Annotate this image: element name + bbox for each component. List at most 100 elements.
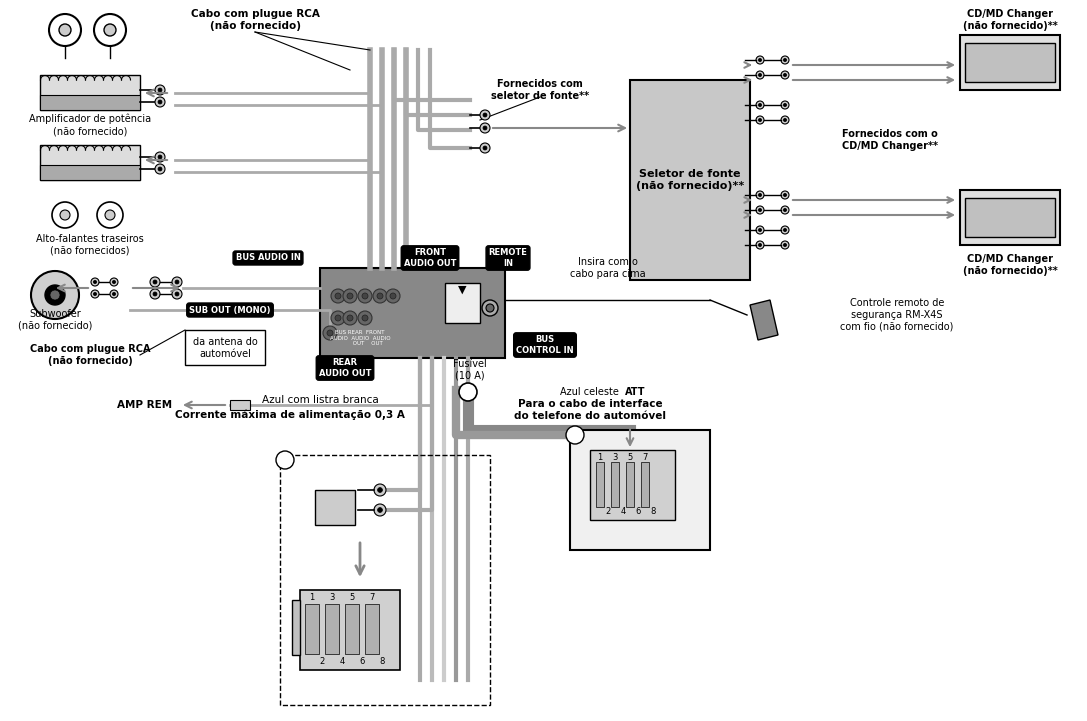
Circle shape bbox=[93, 293, 97, 296]
Circle shape bbox=[91, 278, 99, 286]
Circle shape bbox=[373, 289, 387, 303]
Bar bbox=[590, 450, 675, 520]
Circle shape bbox=[755, 101, 764, 109]
Bar bbox=[300, 590, 400, 670]
Bar bbox=[445, 283, 480, 323]
Circle shape bbox=[483, 113, 487, 117]
Circle shape bbox=[486, 304, 493, 312]
Text: 2: 2 bbox=[605, 508, 611, 516]
Text: Azul com listra branca: Azul com listra branca bbox=[262, 395, 378, 405]
Circle shape bbox=[105, 210, 115, 220]
Circle shape bbox=[377, 293, 383, 299]
Text: BUS
CONTROL IN: BUS CONTROL IN bbox=[516, 335, 574, 355]
Text: 4: 4 bbox=[339, 658, 345, 666]
Circle shape bbox=[112, 293, 115, 296]
Circle shape bbox=[784, 58, 787, 61]
Circle shape bbox=[50, 290, 60, 300]
Text: ATT: ATT bbox=[625, 387, 646, 397]
Circle shape bbox=[158, 100, 162, 104]
Circle shape bbox=[59, 24, 71, 36]
Text: CD/MD Changer
(não fornecido)**: CD/MD Changer (não fornecido)** bbox=[963, 9, 1058, 31]
Text: Azul celeste: Azul celeste bbox=[560, 387, 619, 397]
Circle shape bbox=[780, 226, 789, 234]
Bar bbox=[611, 462, 619, 507]
Circle shape bbox=[155, 152, 165, 162]
Bar bbox=[320, 268, 505, 358]
Bar bbox=[185, 330, 265, 365]
Circle shape bbox=[755, 241, 764, 249]
Circle shape bbox=[362, 315, 368, 321]
Circle shape bbox=[759, 229, 762, 231]
Circle shape bbox=[358, 311, 372, 325]
Text: Para o cabo de interface
do telefone do automóvel: Para o cabo de interface do telefone do … bbox=[514, 399, 666, 421]
Circle shape bbox=[390, 293, 396, 299]
Circle shape bbox=[755, 226, 764, 234]
Circle shape bbox=[110, 290, 118, 298]
Circle shape bbox=[158, 155, 162, 159]
Circle shape bbox=[780, 241, 789, 249]
Polygon shape bbox=[750, 300, 778, 340]
Text: 6: 6 bbox=[464, 387, 472, 397]
Circle shape bbox=[480, 123, 490, 133]
Circle shape bbox=[784, 244, 787, 247]
Circle shape bbox=[780, 71, 789, 79]
Circle shape bbox=[784, 208, 787, 211]
Circle shape bbox=[347, 293, 353, 299]
Bar bbox=[40, 165, 140, 180]
Circle shape bbox=[374, 484, 386, 496]
Circle shape bbox=[459, 383, 477, 401]
Circle shape bbox=[566, 426, 584, 444]
Text: 1: 1 bbox=[310, 593, 314, 603]
Circle shape bbox=[158, 88, 162, 92]
Circle shape bbox=[483, 146, 487, 150]
Circle shape bbox=[327, 330, 333, 336]
Circle shape bbox=[276, 451, 293, 469]
Bar bbox=[292, 600, 300, 655]
Circle shape bbox=[153, 292, 157, 296]
Circle shape bbox=[755, 56, 764, 64]
Circle shape bbox=[759, 103, 762, 107]
Text: Corrente máxima de alimentação 0,3 A: Corrente máxima de alimentação 0,3 A bbox=[175, 410, 405, 420]
Text: SUB OUT (MONO): SUB OUT (MONO) bbox=[189, 306, 271, 314]
Bar bbox=[630, 80, 750, 280]
Circle shape bbox=[150, 289, 160, 299]
Circle shape bbox=[784, 74, 787, 76]
Circle shape bbox=[332, 289, 345, 303]
Circle shape bbox=[104, 24, 116, 36]
Circle shape bbox=[343, 311, 357, 325]
Circle shape bbox=[45, 285, 65, 305]
Circle shape bbox=[112, 280, 115, 283]
Circle shape bbox=[155, 85, 165, 95]
Circle shape bbox=[386, 289, 400, 303]
Circle shape bbox=[374, 504, 386, 516]
Text: 7: 7 bbox=[642, 454, 648, 462]
Circle shape bbox=[784, 229, 787, 231]
Circle shape bbox=[759, 244, 762, 247]
Circle shape bbox=[780, 116, 789, 124]
Circle shape bbox=[483, 126, 487, 130]
Bar bbox=[40, 145, 140, 180]
Text: AMP REM: AMP REM bbox=[117, 400, 173, 410]
Circle shape bbox=[480, 110, 490, 120]
Text: Insira com o
cabo para cima: Insira com o cabo para cima bbox=[570, 257, 646, 279]
Circle shape bbox=[158, 167, 162, 171]
Text: Cabo com plugue RCA
(não fornecido): Cabo com plugue RCA (não fornecido) bbox=[29, 344, 150, 366]
Bar bbox=[40, 95, 140, 110]
Text: da antena do
automóvel: da antena do automóvel bbox=[192, 337, 258, 359]
Text: BUS REAR  FRONT
AUDIO  AUDIO  AUDIO
         OUT    OUT: BUS REAR FRONT AUDIO AUDIO AUDIO OUT OUT bbox=[329, 329, 390, 346]
Bar bbox=[626, 462, 634, 507]
Circle shape bbox=[755, 71, 764, 79]
Circle shape bbox=[482, 300, 498, 316]
Text: Seletor de fonte
(não fornecido)**: Seletor de fonte (não fornecido)** bbox=[636, 169, 745, 191]
Bar bbox=[305, 604, 318, 654]
Text: 8: 8 bbox=[650, 508, 655, 516]
Circle shape bbox=[480, 143, 490, 153]
Circle shape bbox=[93, 280, 97, 283]
Text: Amplificador de potência
(não fornecido): Amplificador de potência (não fornecido) bbox=[29, 114, 151, 136]
Text: 4: 4 bbox=[621, 508, 626, 516]
Circle shape bbox=[780, 206, 789, 214]
Circle shape bbox=[755, 116, 764, 124]
Circle shape bbox=[323, 326, 337, 340]
Text: A: A bbox=[571, 430, 579, 440]
Bar bbox=[960, 35, 1060, 90]
